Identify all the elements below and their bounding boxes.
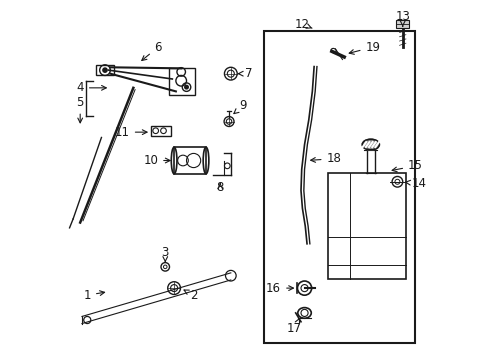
- Text: 11: 11: [115, 126, 147, 139]
- Text: 7: 7: [239, 67, 252, 80]
- Text: 1: 1: [83, 289, 104, 302]
- Text: 12: 12: [294, 18, 312, 31]
- Circle shape: [185, 85, 188, 89]
- Bar: [265, 31, 415, 343]
- Text: 19: 19: [349, 41, 381, 54]
- Text: 17: 17: [287, 319, 302, 336]
- Text: 5: 5: [76, 95, 84, 123]
- Text: 3: 3: [162, 246, 169, 262]
- Text: 8: 8: [217, 181, 224, 194]
- Text: 15: 15: [392, 159, 423, 172]
- Bar: [151, 126, 171, 136]
- Text: 2: 2: [184, 289, 197, 302]
- Bar: [396, 20, 409, 28]
- Text: 13: 13: [395, 10, 410, 26]
- Text: 18: 18: [311, 152, 342, 165]
- Ellipse shape: [362, 139, 379, 150]
- Text: 6: 6: [142, 41, 162, 60]
- Text: 14: 14: [406, 177, 427, 190]
- Circle shape: [103, 68, 107, 72]
- Text: 9: 9: [234, 99, 247, 114]
- Bar: [174, 147, 206, 174]
- Text: 16: 16: [266, 282, 294, 294]
- Text: 4: 4: [76, 81, 106, 94]
- Text: 10: 10: [143, 154, 170, 167]
- Bar: [328, 173, 406, 279]
- Bar: [169, 68, 196, 95]
